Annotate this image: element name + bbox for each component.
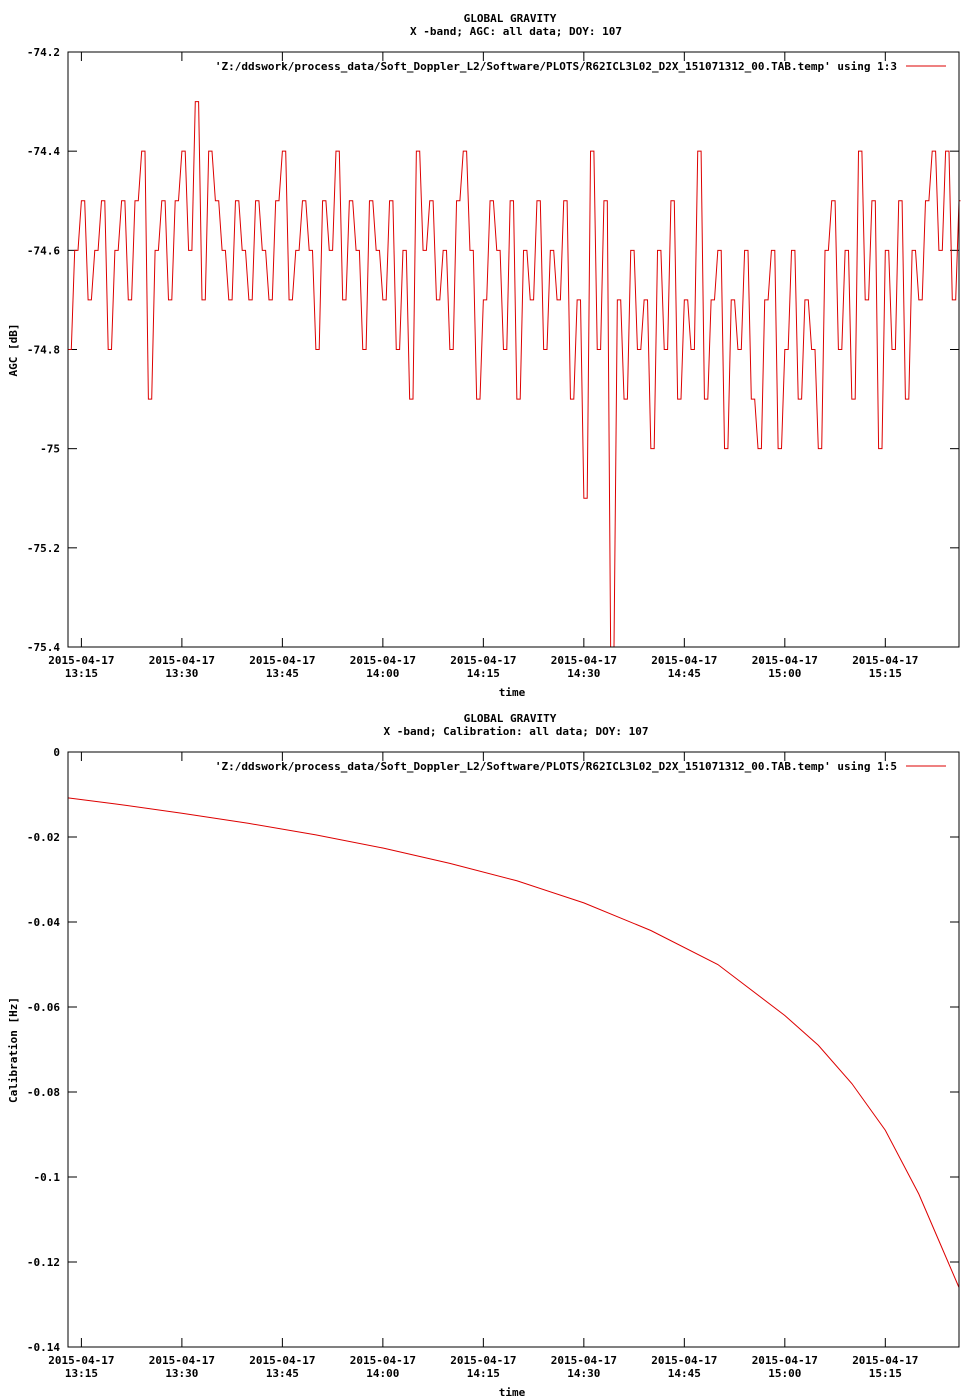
- y-tick-label: -0.04: [27, 916, 60, 929]
- x-tick-label-date: 2015-04-17: [852, 1354, 918, 1367]
- chart-title: GLOBAL GRAVITY: [464, 12, 557, 25]
- x-tick-label-time: 13:45: [266, 1367, 299, 1380]
- x-tick-label-date: 2015-04-17: [48, 654, 114, 667]
- y-tick-label: -74.6: [27, 244, 60, 257]
- y-axis-label: AGC [dB]: [7, 324, 20, 377]
- x-tick-label-time: 14:00: [366, 1367, 399, 1380]
- calibration-chart: GLOBAL GRAVITY X -band; Calibration: all…: [7, 712, 960, 1399]
- x-tick-label-time: 13:15: [65, 1367, 98, 1380]
- plot-frame: [67, 51, 960, 648]
- x-tick-label-time: 14:15: [467, 667, 500, 680]
- legend-label: 'Z:/ddswork/process_data/Soft_Doppler_L2…: [215, 760, 897, 773]
- plot-frame: [67, 751, 960, 1348]
- agc-chart: GLOBAL GRAVITY X -band; AGC: all data; D…: [7, 12, 961, 699]
- x-tick-label-time: 13:30: [165, 667, 198, 680]
- x-tick-label-time: 14:45: [668, 1367, 701, 1380]
- y-tick-label: -75: [40, 443, 60, 456]
- x-tick-label-time: 13:15: [65, 667, 98, 680]
- x-tick-label-date: 2015-04-17: [752, 1354, 818, 1367]
- y-tick-label: -0.08: [27, 1086, 60, 1099]
- legend: 'Z:/ddswork/process_data/Soft_Doppler_L2…: [215, 760, 946, 773]
- y-tick-label: -0.06: [27, 1001, 60, 1014]
- x-tick-label-date: 2015-04-17: [450, 1354, 516, 1367]
- x-tick-label-date: 2015-04-17: [48, 1354, 114, 1367]
- y-tick-label: -0.1: [34, 1171, 61, 1184]
- x-tick-label-date: 2015-04-17: [149, 1354, 215, 1367]
- x-tick-label-time: 14:30: [567, 1367, 600, 1380]
- x-tick-label-date: 2015-04-17: [249, 654, 315, 667]
- chart-title: GLOBAL GRAVITY: [464, 712, 557, 725]
- x-tick-label-time: 15:15: [869, 667, 902, 680]
- x-tick-label-time: 14:45: [668, 667, 701, 680]
- x-axis-label: time: [499, 1386, 526, 1399]
- y-axis-label: Calibration [Hz]: [7, 997, 20, 1103]
- x-tick-label-date: 2015-04-17: [350, 1354, 416, 1367]
- y-tick-label: -0.14: [27, 1341, 60, 1354]
- x-tick-label-date: 2015-04-17: [450, 654, 516, 667]
- y-tick-label: -75.2: [27, 542, 60, 555]
- y-tick-label: -74.8: [27, 344, 60, 357]
- chart-subtitle: X -band; AGC: all data; DOY: 107: [410, 25, 622, 38]
- x-tick-label-time: 13:45: [266, 667, 299, 680]
- x-tick-label-date: 2015-04-17: [651, 1354, 717, 1367]
- y-tick-label: 0: [53, 746, 60, 759]
- x-tick-label-time: 13:30: [165, 1367, 198, 1380]
- y-tick-label: -0.02: [27, 831, 60, 844]
- y-tick-label: -74.2: [27, 46, 60, 59]
- y-tick-label: -75.4: [27, 641, 60, 654]
- x-tick-label-time: 14:00: [366, 667, 399, 680]
- x-tick-label-date: 2015-04-17: [551, 654, 617, 667]
- x-tick-label-time: 14:15: [467, 1367, 500, 1380]
- x-tick-label-time: 15:15: [869, 1367, 902, 1380]
- y-tick-label: -74.4: [27, 145, 60, 158]
- x-tick-label-time: 15:00: [768, 1367, 801, 1380]
- x-tick-label-time: 14:30: [567, 667, 600, 680]
- agc-series-line: [68, 101, 961, 648]
- x-tick-label-date: 2015-04-17: [752, 654, 818, 667]
- calibration-series-line: [67, 797, 960, 1288]
- x-tick-label-date: 2015-04-17: [651, 654, 717, 667]
- x-tick-label-date: 2015-04-17: [249, 1354, 315, 1367]
- x-tick-label-date: 2015-04-17: [852, 654, 918, 667]
- x-tick-label-date: 2015-04-17: [551, 1354, 617, 1367]
- y-tick-label: -0.12: [27, 1256, 60, 1269]
- x-tick-label-date: 2015-04-17: [350, 654, 416, 667]
- legend: 'Z:/ddswork/process_data/Soft_Doppler_L2…: [215, 60, 946, 73]
- chart-subtitle: X -band; Calibration: all data; DOY: 107: [384, 725, 649, 738]
- x-axis-label: time: [499, 686, 526, 699]
- legend-label: 'Z:/ddswork/process_data/Soft_Doppler_L2…: [215, 60, 897, 73]
- x-tick-label-time: 15:00: [768, 667, 801, 680]
- x-tick-label-date: 2015-04-17: [149, 654, 215, 667]
